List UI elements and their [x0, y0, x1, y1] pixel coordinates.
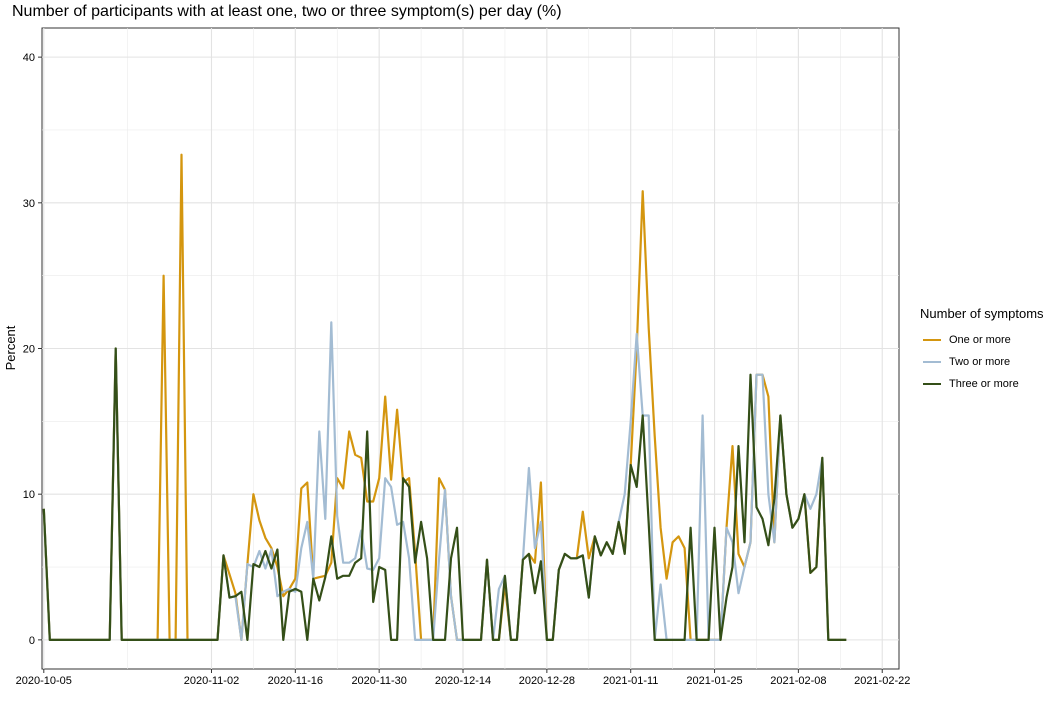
legend-label: One or more [949, 334, 1011, 346]
chart-title: Number of participants with at least one… [12, 3, 562, 20]
legend-swatch [923, 339, 941, 341]
x-tick-label: 2020-11-16 [268, 675, 323, 687]
axes: 0 10 20 30 40 2020-10-05 2020-11-02 2020-11-16 2… [16, 52, 911, 687]
y-axis-label: Percent [3, 325, 18, 370]
x-tick-label: 2020-12-14 [435, 675, 491, 687]
x-tick-label: 2021-01-25 [686, 675, 742, 687]
x-tick-label: 2020-10-05 [16, 675, 72, 687]
legend-items: One or more Two or more Three or more [920, 329, 1044, 395]
legend-title: Number of symptoms [920, 306, 1044, 321]
series-line-three-or-more [42, 347, 847, 642]
y-tick-label: 30 [23, 198, 35, 210]
gridlines [42, 28, 899, 669]
series-lines [42, 153, 847, 642]
legend-label: Three or more [949, 378, 1019, 390]
x-tick-label: 2020-11-02 [184, 675, 239, 687]
legend-swatch [923, 361, 941, 363]
y-tick-label: 20 [23, 344, 35, 356]
legend: Number of symptoms One or more Two or mor… [920, 306, 1044, 395]
x-tick-label: 2021-02-22 [854, 675, 910, 687]
x-tick-label: 2020-12-28 [519, 675, 575, 687]
legend-label: Two or more [949, 356, 1011, 368]
x-tick-label: 2021-01-11 [603, 675, 658, 687]
y-tick-label: 0 [29, 635, 35, 647]
x-tick-label: 2020-11-30 [351, 675, 406, 687]
y-tick-label: 10 [23, 489, 35, 501]
x-tick-label: 2021-02-08 [770, 675, 826, 687]
legend-item: Three or more [920, 373, 1044, 395]
legend-item: One or more [920, 329, 1044, 351]
legend-item: Two or more [920, 351, 1044, 373]
legend-swatch [923, 383, 941, 385]
y-tick-label: 40 [23, 52, 35, 64]
